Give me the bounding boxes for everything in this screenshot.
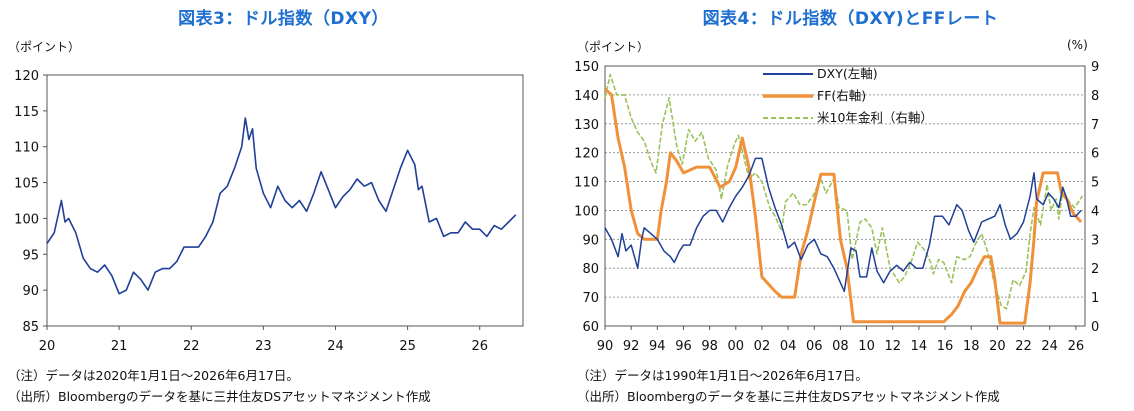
x-tick-label: 98 [701, 339, 718, 354]
y-right-tick-label: 9 [1091, 60, 1099, 75]
x-tick-label: 04 [780, 339, 797, 354]
x-tick-label: 23 [255, 339, 272, 354]
y-left-tick-label: 80 [582, 262, 599, 277]
chart-title-right: 図表4：ドル指数（DXY)とFFレート [702, 9, 999, 29]
x-tick-label: 20 [39, 339, 56, 354]
x-tick-label: 26 [471, 339, 488, 354]
y-right-tick-label: 0 [1091, 320, 1099, 335]
chart-panel-left: 図表3：ドル指数（DXY） （ポイント） 85 90 95 100 105 110 115 1… [8, 9, 524, 404]
y-tick-label: 120 [14, 69, 39, 84]
x-tick-label: 96 [675, 339, 692, 354]
y-left-tick-label: 70 [582, 291, 599, 306]
series-line-dxy [604, 157, 1082, 293]
y-tick-label: 85 [22, 320, 39, 335]
x-tick-label: 24 [327, 339, 344, 354]
x-tick-label: 24 [1041, 339, 1058, 354]
y-left-tick-label: 110 [574, 176, 599, 191]
y-right-tick-label: 8 [1091, 89, 1099, 104]
y-right-tick-label: 7 [1091, 118, 1099, 133]
x-tick-label: 06 [806, 339, 823, 354]
x-tick-label: 92 [623, 339, 640, 354]
y-axis-unit-left: （ポイント） [8, 40, 81, 54]
y-left-tick-label: 120 [574, 147, 599, 162]
x-tick-label: 25 [399, 339, 416, 354]
x-tick-label: 21 [111, 339, 128, 354]
y-right-tick-label: 2 [1091, 262, 1099, 277]
series-line-us10y [604, 73, 1084, 310]
x-tick-label: 22 [1015, 339, 1032, 354]
y-right-tick-label: 4 [1091, 204, 1099, 219]
x-tick-label: 10 [858, 339, 875, 354]
y-right-tick-label: 6 [1091, 147, 1099, 162]
chart-source-right: （出所）Bloombergのデータを基に三井住友DSアセットマネジメント作成 [577, 389, 1000, 404]
x-tick-label: 16 [937, 339, 954, 354]
chart-panel-right: 図表4：ドル指数（DXY)とFFレート （ポイント） (%) 60 70 80 90 1… [567, 0, 1134, 411]
x-tick-label: 08 [832, 339, 849, 354]
series-line-dxy [46, 117, 517, 295]
y-left-tick-label: 140 [574, 89, 599, 104]
chart-title-left: 図表3：ドル指数（DXY） [178, 9, 389, 29]
legend-item-ff: FF(右軸) [817, 88, 866, 103]
x-tick-label: 02 [754, 339, 771, 354]
chart-note-left: （注）データは2020年1月1日～2026年6月17日。 [8, 368, 299, 383]
plot-frame [604, 65, 1086, 327]
series-line-ff [604, 87, 1083, 325]
plot-frame [46, 74, 524, 327]
y-left-tick-label: 60 [582, 320, 599, 335]
x-tick-label: 20 [989, 339, 1006, 354]
y-left-tick-label: 100 [574, 204, 599, 219]
y-left-tick-label: 150 [574, 60, 599, 75]
y-tick-label: 95 [22, 248, 39, 263]
x-tick-label: 94 [649, 339, 666, 354]
y-tick-label: 110 [14, 141, 39, 156]
y-axis-unit-right-left: （ポイント） [577, 40, 650, 54]
y-right-tick-label: 1 [1091, 291, 1099, 306]
y-tick-label: 115 [14, 105, 39, 120]
y-left-tick-label: 130 [574, 118, 599, 133]
chart-note-right: （注）データは1990年1月1日～2026年6月17日。 [577, 368, 868, 383]
legend-item-us10y: 米10年金利（右軸） [817, 110, 933, 125]
x-tick-label: 14 [911, 339, 928, 354]
y-tick-label: 105 [14, 177, 39, 192]
dxy-chart-2020-2026: 85 90 95 100 105 110 115 120 20 21 22 23 24 25 26 [14, 69, 524, 354]
x-tick-label: 26 [1068, 339, 1085, 354]
x-tick-label: 00 [728, 339, 745, 354]
x-tick-label: 18 [963, 339, 980, 354]
y-left-tick-label: 90 [582, 233, 599, 248]
x-tick-label: 12 [884, 339, 901, 354]
y-tick-label: 90 [22, 284, 39, 299]
y-axis-unit-right-right: (%) [1067, 38, 1088, 52]
x-tick-label: 22 [183, 339, 200, 354]
y-tick-label: 100 [14, 212, 39, 227]
y-right-tick-label: 3 [1091, 233, 1099, 248]
legend-item-dxy: DXY(左軸) [817, 66, 878, 81]
y-right-tick-label: 5 [1091, 176, 1099, 191]
chart-source-left: （出所）Bloombergのデータを基に三井住友DSアセットマネジメント作成 [8, 389, 431, 404]
x-tick-label: 90 [597, 339, 614, 354]
